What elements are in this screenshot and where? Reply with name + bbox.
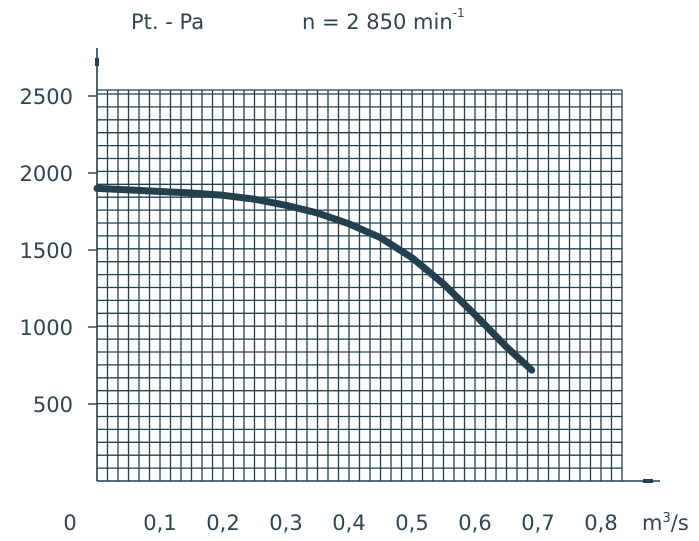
x-tick-label: 0,2 bbox=[206, 511, 239, 535]
speed-label: n = 2 850 min-1 bbox=[302, 6, 465, 34]
fan-curve-line bbox=[93, 184, 536, 374]
pressure-label: Pt. - Pa bbox=[131, 10, 205, 34]
x-axis-arrow bbox=[643, 479, 653, 483]
x-tick-label: 0,7 bbox=[521, 511, 554, 535]
y-tick-label: 1000 bbox=[20, 316, 73, 340]
y-tick-label: 2500 bbox=[20, 85, 73, 109]
curve-layer bbox=[93, 184, 536, 374]
y-tick-label: 500 bbox=[33, 393, 73, 417]
grid bbox=[97, 89, 623, 481]
x-unit-label: m3/s bbox=[642, 511, 689, 535]
speed-label-exponent: -1 bbox=[452, 6, 465, 20]
x-tick-label: 0,5 bbox=[395, 511, 428, 535]
x-tick-label: 0,1 bbox=[143, 511, 176, 535]
x-tick-label: 0,3 bbox=[269, 511, 302, 535]
tick-labels: 500 1000 1500 2000 2500 0 0,1 0,2 0,3 0,4 0,5 0,6 0,… bbox=[20, 85, 689, 535]
y-tick-label: 1500 bbox=[20, 239, 73, 263]
speed-label-text: n = 2 850 min bbox=[302, 10, 453, 34]
x-tick-label: 0,4 bbox=[332, 511, 365, 535]
x-tick-label: 0,8 bbox=[584, 511, 617, 535]
axes bbox=[88, 48, 660, 483]
y-axis-arrow bbox=[95, 58, 99, 66]
x-tick-label: 0,6 bbox=[458, 511, 491, 535]
x-origin-label: 0 bbox=[63, 511, 76, 535]
y-tick-label: 2000 bbox=[20, 162, 73, 186]
